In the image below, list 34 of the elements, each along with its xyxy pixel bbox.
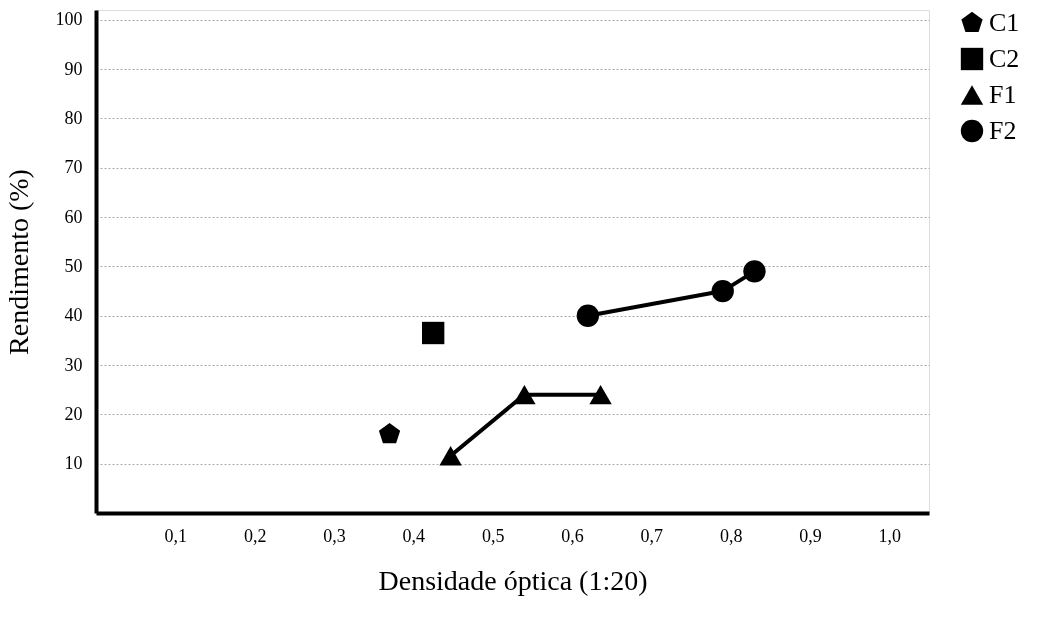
point [513, 384, 536, 405]
x-tick-label: 0,7 [640, 525, 664, 546]
point [421, 321, 445, 345]
x-tick-label: 0,5 [481, 525, 505, 546]
point [378, 422, 401, 444]
y-tick-label: 80 [64, 107, 83, 128]
point [743, 260, 766, 283]
y-axis-title: Rendimento (%) [2, 169, 34, 355]
legend-label: F1 [989, 80, 1017, 109]
y-tick-label: 90 [64, 58, 83, 79]
point [711, 279, 734, 303]
x-tick-label: 0,2 [243, 525, 267, 546]
y-tick-label: 40 [64, 305, 83, 326]
legend-label: F2 [989, 116, 1017, 145]
x-tick-label: 0,3 [323, 525, 346, 546]
legend-label: C2 [989, 44, 1020, 73]
x-tick-label: 0,6 [561, 525, 584, 546]
y-tick-label: 20 [64, 403, 83, 424]
point [589, 384, 612, 405]
x-tick-label: 0,4 [402, 525, 426, 546]
point [576, 304, 600, 327]
x-tick-label: 0,9 [799, 525, 822, 546]
x-tick-label: 1,0 [878, 525, 902, 546]
point [439, 446, 462, 466]
y-tick-label: 70 [64, 157, 83, 178]
x-axis-title: Densidade óptica (1:20) [378, 564, 648, 596]
y-tick-label: 50 [64, 255, 83, 276]
y-tick-label: 60 [64, 206, 83, 227]
y-tick-label: 100 [55, 9, 83, 30]
x-tick-label: 0,8 [719, 525, 743, 546]
y-tick-label: 10 [64, 453, 83, 474]
x-tick-label: 0,1 [164, 525, 188, 546]
legend-label: C1 [989, 8, 1020, 37]
y-tick-label: 30 [64, 354, 83, 375]
